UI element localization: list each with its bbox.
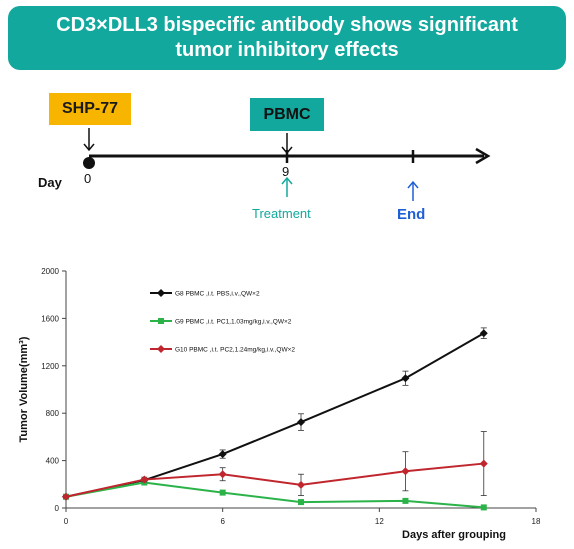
x-tick-label: 12 (375, 517, 384, 526)
day9-label: 9 (282, 164, 290, 179)
data-point (480, 504, 487, 511)
y-tick-label: 800 (46, 409, 60, 418)
data-point (479, 329, 488, 338)
y-axis-label: Tumor Volume(mm³) (18, 336, 30, 442)
y-tick-label: 2000 (41, 267, 59, 276)
series-line (65, 462, 484, 498)
title-banner: CD3×DLL3 bispecific antibody shows signi… (8, 6, 566, 70)
data-point (402, 497, 409, 504)
y-tick-label: 400 (46, 457, 60, 466)
data-point (218, 470, 227, 479)
data-point (158, 318, 164, 324)
y-tick-label: 1200 (41, 362, 59, 371)
x-axis-label: Days after grouping (402, 529, 506, 541)
data-point (297, 418, 305, 427)
legend-label: G10 PBMC ,i.t. PC2,1.24mg/kg,i.v.,QW×2 (175, 347, 295, 354)
day-label: Day (38, 175, 62, 190)
treatment-label: Treatment (252, 206, 311, 221)
x-tick-label: 18 (532, 517, 541, 526)
x-tick-label: 6 (220, 517, 225, 526)
end-up-arrow-icon (407, 180, 419, 201)
timeline-arrowhead-icon (475, 147, 491, 165)
data-point (219, 489, 226, 496)
day0-label: 0 (84, 171, 92, 186)
shp77-down-arrow-icon (83, 128, 95, 152)
treatment-up-arrow-icon (281, 176, 293, 197)
day0-dot (83, 157, 95, 169)
y-tick-label: 0 (55, 504, 60, 513)
series-line (65, 332, 485, 498)
x-tick-label: 0 (64, 517, 69, 526)
y-tick-label: 1600 (41, 314, 59, 323)
data-point (298, 499, 304, 506)
series-line (65, 481, 484, 509)
end-label: End (397, 206, 426, 223)
series-0 (62, 327, 488, 501)
data-point (297, 480, 305, 489)
data-point (157, 289, 165, 297)
data-point (479, 459, 488, 468)
legend-label: G9 PBMC ,i.t. PC1,1.03mg/kg,i.v.,QW×2 (175, 319, 292, 326)
series-2 (62, 431, 488, 501)
legend-label: G8 PBMC ,i.t. PBS,i.v.,QW×2 (175, 291, 260, 298)
data-point (157, 345, 165, 353)
shp77-tag: SHP-77 (49, 93, 131, 125)
banner-title: CD3×DLL3 bispecific antibody shows signi… (56, 14, 518, 61)
data-point (62, 492, 70, 501)
data-point (140, 475, 149, 484)
pbmc-tag: PBMC (250, 98, 324, 131)
data-point (401, 374, 410, 383)
data-point (218, 450, 227, 459)
data-point (401, 467, 410, 476)
